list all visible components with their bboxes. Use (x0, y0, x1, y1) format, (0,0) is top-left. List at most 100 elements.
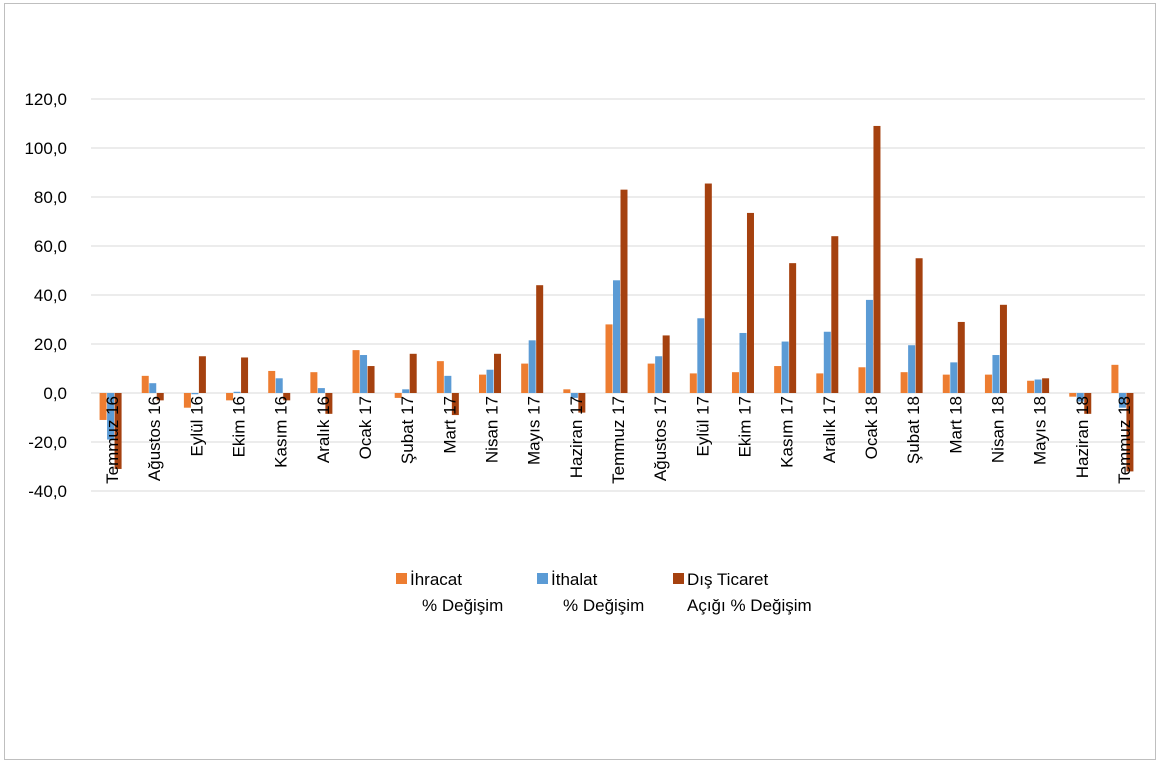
x-tick-label: Mayıs 17 (525, 396, 544, 465)
bar (352, 350, 360, 393)
chart-frame: -40,0 -20,0 0,0 20,0 40,0 60,0 80,0 100,0 120,0 … (4, 3, 1156, 760)
bar (605, 324, 613, 393)
x-tick-label: Eylül 17 (693, 396, 712, 456)
legend-label: % Değişim (563, 596, 644, 615)
bar (536, 285, 544, 393)
bar (275, 378, 283, 393)
y-tick-label: 100,0 (24, 139, 67, 158)
bar (494, 353, 502, 393)
bar (831, 236, 839, 393)
bar (999, 304, 1007, 393)
x-tick-label: Aralık 16 (314, 396, 333, 463)
x-tick-label: Şubat 18 (904, 396, 923, 464)
x-tick-label: Ocak 18 (862, 396, 881, 459)
y-tick-label: -40,0 (28, 482, 67, 501)
y-tick-label: -20,0 (28, 433, 67, 452)
bar (402, 389, 410, 393)
bar (528, 340, 536, 393)
bar (521, 363, 529, 393)
x-tick-label: Nisan 18 (988, 396, 1007, 463)
x-tick-label: Aralık 17 (820, 396, 839, 463)
bar (689, 373, 697, 393)
bar (620, 189, 628, 393)
x-tick-label: Mayıs 18 (1031, 396, 1050, 465)
x-tick-label: Temmuz 18 (1115, 396, 1134, 484)
legend-swatch (537, 573, 548, 584)
bars (99, 125, 1134, 472)
bar (241, 357, 249, 393)
bar (1027, 380, 1035, 393)
y-tick-label: 40,0 (34, 286, 67, 305)
legend-label: İhracat (410, 570, 462, 589)
bar (367, 366, 375, 393)
x-tick-label: Ekim 17 (735, 396, 754, 457)
x-tick-label: Ocak 17 (356, 396, 375, 459)
legend-label: % Değişim (422, 596, 503, 615)
legend-item: Dış Ticaret Açığı % Değişim (673, 570, 812, 615)
bar (731, 372, 739, 393)
bar (746, 212, 754, 393)
bar (141, 375, 149, 393)
bar (900, 372, 908, 393)
bar (409, 353, 417, 393)
y-tick-label: 0,0 (43, 384, 67, 403)
bar (1126, 393, 1134, 472)
bar (1076, 393, 1084, 402)
bar (781, 341, 789, 393)
bar (942, 374, 950, 393)
bar (957, 321, 965, 393)
bar (774, 366, 782, 393)
x-tick-label: Temmuz 17 (609, 396, 628, 484)
x-tick-label: Nisan 17 (483, 396, 502, 463)
bar (486, 369, 494, 393)
bar (451, 393, 459, 416)
legend-item: İthalat % Değişim (537, 570, 644, 615)
bar (394, 393, 402, 398)
bar (198, 356, 206, 393)
x-tick-label: Şubat 17 (398, 396, 417, 464)
x-tick-label: Ekim 16 (230, 396, 249, 457)
x-tick-label: Mart 17 (440, 396, 459, 454)
x-tick-label: Haziran 17 (567, 396, 586, 478)
bar (99, 393, 107, 420)
bar (183, 393, 191, 408)
bar (950, 362, 958, 393)
bar (563, 389, 571, 393)
bar (360, 355, 368, 393)
bar (156, 393, 164, 401)
bar (816, 373, 824, 393)
y-tick-label: 120,0 (24, 90, 67, 109)
bar (613, 280, 620, 393)
bar (570, 393, 578, 398)
bar (704, 183, 712, 393)
bar (114, 393, 122, 469)
chart: -40,0-20,00,020,040,060,080,0100,0120,0 … (24, 90, 1145, 615)
bar (107, 393, 115, 440)
bar (283, 393, 291, 401)
x-tick-label: Ağustos 17 (651, 396, 670, 481)
x-tick-label: Ağustos 16 (145, 396, 164, 481)
bar (317, 388, 325, 393)
bar (655, 356, 663, 393)
bar (823, 331, 831, 393)
bar (149, 383, 157, 393)
bar (1111, 364, 1119, 393)
bar (226, 393, 234, 401)
bar (908, 345, 916, 393)
legend-swatch (673, 573, 684, 584)
legend-label: Açığı % Değişim (687, 596, 812, 615)
bar (1069, 393, 1077, 397)
bar (479, 374, 487, 393)
x-axis-tick-labels: Temmuz 16 Ağustos 16 Eylül 16 Ekim 16 Kasım … (103, 396, 1134, 484)
x-tick-label: Kasım 17 (778, 396, 797, 468)
legend-label: İthalat (551, 570, 598, 589)
legend-swatch (396, 573, 407, 584)
bar (873, 125, 881, 393)
bar (789, 263, 797, 393)
bar (1118, 393, 1126, 408)
legend-item: İhracat % Değişim (396, 570, 503, 615)
bar (268, 370, 276, 393)
bar (233, 391, 241, 393)
bar (697, 318, 705, 393)
y-axis-tick-labels: -40,0 -20,0 0,0 20,0 40,0 60,0 80,0 100,0 120,0 (24, 90, 67, 501)
